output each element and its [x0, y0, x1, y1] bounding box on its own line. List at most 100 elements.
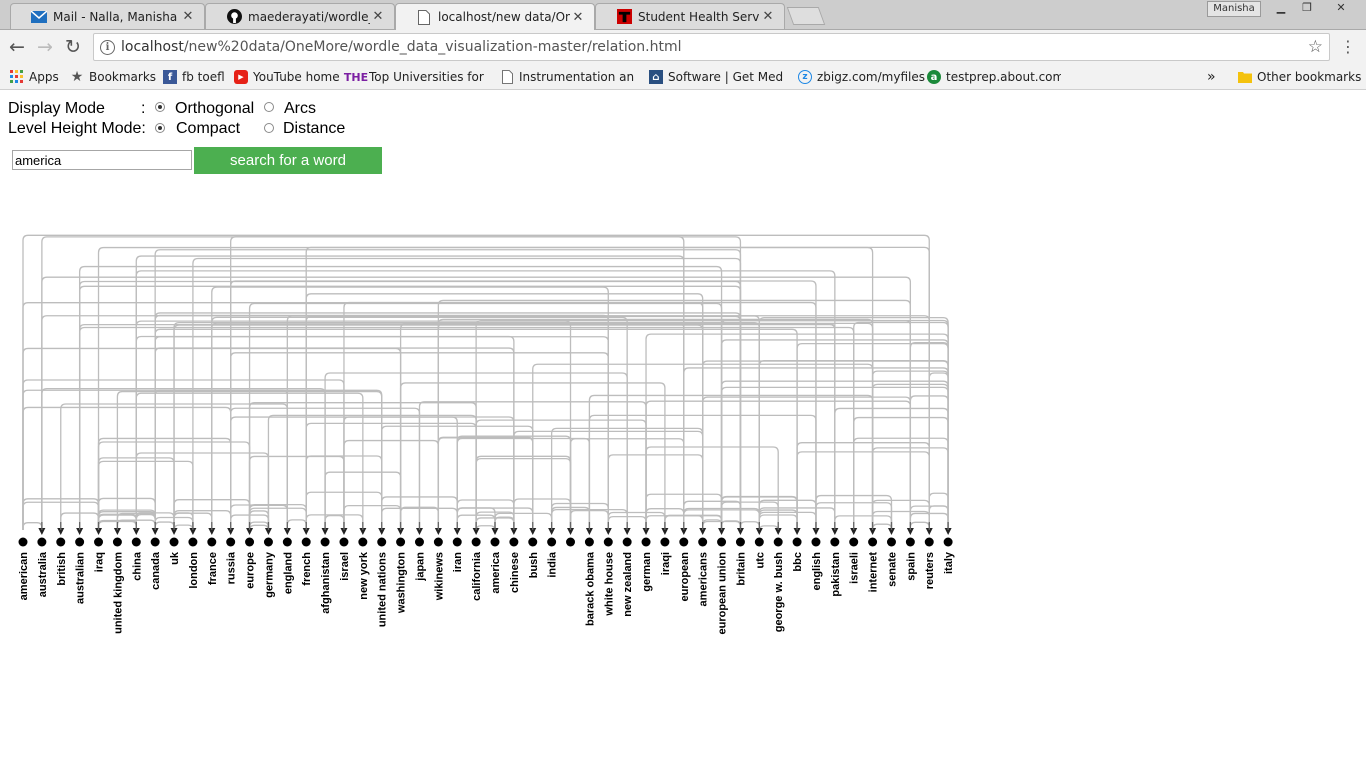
node-label[interactable]: washington: [396, 552, 408, 614]
node-label[interactable]: canada: [150, 551, 162, 590]
node-label[interactable]: chinese: [509, 552, 521, 593]
node-label[interactable]: reuters: [924, 552, 936, 589]
node-dot[interactable]: [377, 537, 387, 547]
node-label[interactable]: internet: [868, 552, 880, 593]
node-dot[interactable]: [263, 537, 273, 547]
node-label[interactable]: wikinews: [433, 552, 445, 601]
node-label[interactable]: barack obama: [584, 551, 596, 626]
node-dot[interactable]: [717, 537, 727, 547]
search-button[interactable]: search for a word: [194, 147, 382, 174]
node-label[interactable]: israel: [339, 552, 351, 581]
node-dot[interactable]: [792, 537, 802, 547]
node-dot[interactable]: [452, 537, 462, 547]
node-dot[interactable]: [924, 537, 934, 547]
node-label[interactable]: iraq: [94, 552, 106, 572]
node-label[interactable]: afghanistan: [320, 552, 332, 614]
new-tab-button[interactable]: [786, 7, 826, 25]
node-dot[interactable]: [150, 537, 160, 547]
radio-orthogonal[interactable]: [155, 102, 165, 112]
node-label[interactable]: american: [18, 552, 30, 601]
node-label[interactable]: americans: [698, 552, 710, 606]
forward-icon[interactable]: →: [37, 36, 53, 58]
radio-compact[interactable]: [155, 123, 165, 133]
info-icon[interactable]: i: [100, 40, 115, 55]
node-dot[interactable]: [433, 537, 443, 547]
radio-distance[interactable]: [264, 123, 274, 133]
close-icon[interactable]: ✕: [372, 9, 384, 24]
url-text[interactable]: localhost/new%20data/OneMore/wordle_data…: [121, 39, 682, 55]
node-dot[interactable]: [660, 537, 670, 547]
node-label[interactable]: iran: [452, 552, 464, 572]
node-dot[interactable]: [37, 537, 47, 547]
more-bookmarks-icon[interactable]: »: [1207, 69, 1216, 85]
restore-icon[interactable]: ❐: [1302, 1, 1312, 14]
bookmark-fb-toefl[interactable]: f fb toefl: [163, 67, 225, 87]
node-label[interactable]: french: [301, 552, 313, 586]
orthogonal-label[interactable]: Orthogonal: [175, 100, 255, 117]
node-label[interactable]: england: [282, 552, 294, 594]
node-label[interactable]: new york: [358, 551, 370, 600]
node-dot[interactable]: [773, 537, 783, 547]
node-dot[interactable]: [188, 537, 198, 547]
menu-icon[interactable]: ⋮: [1340, 37, 1356, 56]
node-dot[interactable]: [75, 537, 85, 547]
back-icon[interactable]: ←: [9, 36, 25, 58]
node-dot[interactable]: [414, 537, 424, 547]
node-dot[interactable]: [301, 537, 311, 547]
tab-localhost[interactable]: localhost/new data/OneM ✕: [395, 3, 595, 30]
node-label[interactable]: europe: [245, 552, 257, 589]
node-dot[interactable]: [396, 537, 406, 547]
close-window-icon[interactable]: ✕: [1336, 1, 1346, 14]
other-bookmarks[interactable]: Other bookmarks: [1238, 67, 1361, 87]
node-dot[interactable]: [622, 537, 632, 547]
compact-label[interactable]: Compact: [176, 120, 241, 137]
node-label[interactable]: george w. bush: [773, 552, 785, 633]
node-dot[interactable]: [282, 537, 292, 547]
node-dot[interactable]: [849, 537, 859, 547]
node-label[interactable]: japan: [414, 552, 426, 582]
node-dot[interactable]: [886, 537, 896, 547]
node-dot[interactable]: [943, 537, 953, 547]
node-dot[interactable]: [245, 537, 255, 547]
node-label[interactable]: russia: [226, 551, 238, 584]
node-dot[interactable]: [547, 537, 557, 547]
node-dot[interactable]: [112, 537, 122, 547]
node-dot[interactable]: [566, 537, 576, 547]
node-dot[interactable]: [18, 537, 28, 547]
node-dot[interactable]: [131, 537, 141, 547]
node-dot[interactable]: [698, 537, 708, 547]
reload-icon[interactable]: ↻: [65, 36, 81, 58]
node-label[interactable]: senate: [886, 552, 898, 587]
tab-mail[interactable]: Mail - Nalla, Manisha Sid ✕: [10, 3, 205, 29]
node-label[interactable]: california: [471, 551, 483, 601]
node-label[interactable]: iraqi: [660, 552, 672, 575]
node-dot[interactable]: [226, 537, 236, 547]
node-dot[interactable]: [679, 537, 689, 547]
bookmark-star-icon[interactable]: ☆: [1307, 37, 1323, 57]
close-icon[interactable]: ✕: [572, 9, 584, 25]
node-label[interactable]: america: [490, 551, 502, 593]
node-dot[interactable]: [868, 537, 878, 547]
node-label[interactable]: britain: [735, 552, 747, 586]
radio-arcs[interactable]: [264, 102, 274, 112]
node-dot[interactable]: [358, 537, 368, 547]
search-input[interactable]: [12, 150, 192, 170]
node-dot[interactable]: [56, 537, 66, 547]
node-label[interactable]: london: [188, 552, 200, 589]
node-dot[interactable]: [830, 537, 840, 547]
node-dot[interactable]: [339, 537, 349, 547]
node-label[interactable]: germany: [263, 551, 275, 598]
node-label[interactable]: israeli: [849, 552, 861, 584]
node-dot[interactable]: [169, 537, 179, 547]
node-dot[interactable]: [320, 537, 330, 547]
close-icon[interactable]: ✕: [182, 9, 194, 24]
node-label[interactable]: italy: [943, 551, 955, 574]
node-label[interactable]: united kingdom: [112, 552, 124, 634]
node-label[interactable]: uk: [169, 551, 181, 565]
node-dot[interactable]: [584, 537, 594, 547]
distance-label[interactable]: Distance: [283, 120, 346, 137]
bookmark-instrumentation[interactable]: Instrumentation and C: [500, 67, 634, 87]
node-label[interactable]: australian: [75, 552, 87, 604]
node-label[interactable]: australia: [37, 551, 49, 597]
